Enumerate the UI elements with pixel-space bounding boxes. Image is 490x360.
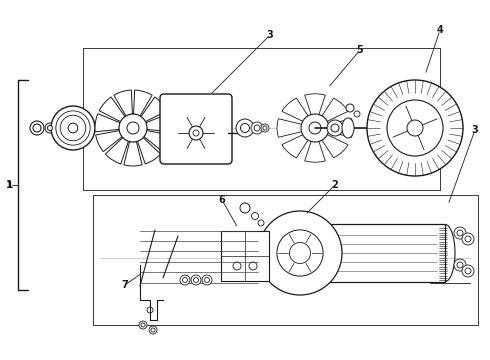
Circle shape (457, 230, 463, 236)
Circle shape (151, 328, 155, 332)
Circle shape (60, 115, 86, 141)
Circle shape (346, 104, 354, 112)
Circle shape (202, 275, 212, 285)
Circle shape (301, 114, 329, 142)
Polygon shape (282, 134, 309, 158)
Bar (221, 231, 269, 281)
Polygon shape (144, 131, 171, 152)
Circle shape (251, 212, 259, 220)
Circle shape (258, 211, 342, 295)
Circle shape (51, 106, 95, 150)
Circle shape (354, 111, 360, 117)
Polygon shape (305, 94, 325, 116)
Circle shape (240, 203, 250, 213)
Circle shape (387, 100, 443, 156)
Circle shape (249, 262, 257, 270)
Circle shape (180, 275, 190, 285)
Circle shape (251, 122, 263, 134)
Polygon shape (282, 98, 309, 122)
Text: 7: 7 (122, 280, 128, 290)
Circle shape (465, 268, 471, 274)
Polygon shape (305, 140, 325, 162)
Polygon shape (138, 138, 161, 164)
Circle shape (367, 80, 463, 176)
Text: 6: 6 (219, 195, 225, 205)
Polygon shape (277, 119, 303, 137)
Polygon shape (96, 131, 122, 152)
Circle shape (48, 126, 52, 131)
Circle shape (331, 124, 339, 132)
Polygon shape (326, 119, 353, 137)
Polygon shape (321, 134, 348, 158)
Text: 1: 1 (5, 180, 12, 190)
Circle shape (191, 275, 201, 285)
Circle shape (309, 122, 321, 134)
Polygon shape (134, 90, 152, 116)
Circle shape (45, 123, 55, 133)
Polygon shape (99, 97, 125, 122)
Circle shape (241, 123, 249, 132)
Circle shape (139, 321, 147, 329)
Circle shape (290, 243, 311, 264)
Polygon shape (141, 97, 167, 122)
Circle shape (327, 120, 343, 136)
Circle shape (254, 125, 260, 131)
Circle shape (194, 278, 198, 283)
Circle shape (149, 326, 157, 334)
Circle shape (233, 262, 241, 270)
Circle shape (261, 124, 269, 132)
Circle shape (119, 114, 147, 142)
Circle shape (147, 307, 153, 313)
Circle shape (236, 119, 254, 137)
Circle shape (204, 278, 210, 283)
Polygon shape (105, 138, 128, 164)
Circle shape (141, 323, 145, 327)
Circle shape (68, 123, 78, 133)
Circle shape (462, 233, 474, 245)
Text: 5: 5 (357, 45, 364, 55)
Polygon shape (95, 114, 120, 132)
Text: 4: 4 (437, 25, 443, 35)
Polygon shape (146, 114, 171, 132)
Circle shape (457, 262, 463, 268)
Ellipse shape (305, 224, 325, 282)
Circle shape (182, 278, 188, 283)
Text: 1: 1 (6, 180, 12, 189)
Circle shape (56, 111, 90, 145)
Polygon shape (321, 98, 348, 122)
Polygon shape (124, 141, 142, 166)
Circle shape (407, 120, 423, 136)
Circle shape (454, 227, 466, 239)
Bar (315, 224, 445, 282)
Circle shape (263, 126, 267, 130)
Text: 2: 2 (332, 180, 339, 190)
Circle shape (193, 130, 199, 136)
Ellipse shape (342, 118, 354, 138)
Circle shape (277, 230, 323, 276)
Circle shape (30, 121, 44, 135)
Text: 3: 3 (471, 125, 478, 135)
Circle shape (258, 220, 264, 226)
Text: 3: 3 (267, 30, 273, 40)
Polygon shape (114, 90, 132, 116)
Circle shape (33, 124, 41, 132)
Circle shape (462, 265, 474, 277)
Circle shape (189, 126, 203, 140)
Circle shape (127, 122, 139, 134)
FancyBboxPatch shape (160, 94, 232, 164)
Circle shape (454, 259, 466, 271)
Circle shape (465, 236, 471, 242)
